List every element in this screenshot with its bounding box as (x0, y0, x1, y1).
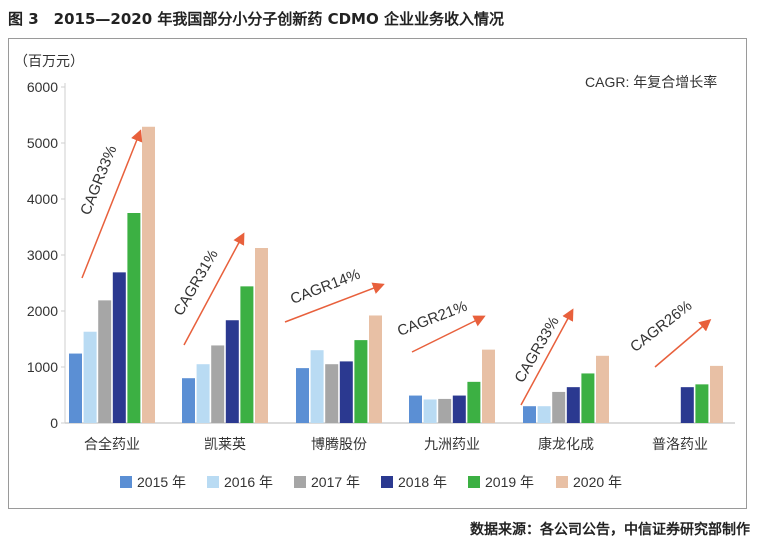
legend-label: 2019 年 (485, 474, 534, 490)
bar (710, 365, 723, 423)
legend-swatch (468, 476, 480, 488)
bar (69, 353, 82, 423)
cagr-arrow (654, 319, 712, 368)
bar (310, 350, 324, 423)
y-tick-label: 4000 (27, 191, 58, 207)
bar (438, 398, 452, 423)
x-tick-label: 博腾股份 (311, 436, 367, 452)
bar (566, 387, 580, 423)
y-tick-label: 2000 (27, 303, 58, 319)
x-tick-label: 凯莱英 (204, 436, 246, 452)
bar (467, 381, 481, 423)
legend-label: 2015 年 (137, 474, 186, 490)
bar (296, 368, 309, 423)
cagr-label: CAGR21% (395, 298, 470, 340)
bar (695, 384, 709, 423)
legend-label: 2016 年 (224, 474, 273, 490)
bar (325, 364, 339, 423)
chart-frame (8, 38, 747, 509)
bar (369, 315, 382, 423)
legend-label: 2020 年 (573, 474, 622, 490)
bar (537, 406, 551, 423)
x-tick-label: 康龙化成 (538, 436, 594, 452)
bar (596, 355, 609, 423)
y-tick-label: 0 (50, 415, 58, 431)
legend-swatch (381, 476, 393, 488)
source-note: 数据来源：各公司公告，中信证券研究部制作 (470, 522, 750, 538)
bar (409, 395, 422, 423)
legend-label: 2018 年 (398, 474, 447, 490)
bar (680, 387, 694, 423)
bar (339, 361, 353, 423)
cagr-arrow (81, 129, 143, 279)
cagr-label: CAGR31% (170, 247, 221, 319)
cagr-label: CAGR26% (627, 297, 695, 356)
y-tick-label: 3000 (27, 247, 58, 263)
cagr-arrow (520, 308, 574, 406)
bar (240, 286, 254, 423)
bar (98, 300, 112, 423)
legend-swatch (556, 476, 568, 488)
y-tick-label: 6000 (27, 79, 58, 95)
figure-title: 图 3 2015—2020 年我国部分小分子创新药 CDMO 企业业务收入情况 (8, 10, 504, 28)
bar (182, 378, 195, 423)
legend-swatch (294, 476, 306, 488)
cagr-label: CAGR14% (288, 266, 363, 308)
bar (523, 406, 536, 423)
bar (452, 395, 466, 423)
bar (581, 373, 595, 423)
y-axis-label: （百万元） (14, 53, 84, 69)
bar (112, 272, 126, 423)
bar (552, 391, 566, 423)
bar (142, 126, 155, 423)
bar (196, 364, 210, 423)
bar (211, 345, 225, 423)
x-tick-label: 九洲药业 (424, 436, 480, 452)
bar (127, 213, 141, 423)
cagr-arrow (411, 315, 486, 353)
bar (354, 340, 368, 423)
x-tick-label: 普洛药业 (652, 436, 708, 452)
legend-label: 2017 年 (311, 474, 360, 490)
cagr-arrow (284, 282, 385, 323)
legend-swatch (120, 476, 132, 488)
y-tick-label: 5000 (27, 135, 58, 151)
bar (255, 248, 268, 423)
x-tick-label: 合全药业 (84, 436, 140, 452)
y-tick-label: 1000 (27, 359, 58, 375)
bar (225, 320, 239, 423)
cagr-note: CAGR: 年复合增长率 (585, 74, 717, 90)
bar (482, 349, 495, 423)
cagr-label: CAGR33% (77, 143, 120, 217)
bar (83, 331, 97, 423)
bar (423, 399, 437, 423)
cagr-arrow (183, 232, 245, 346)
legend-swatch (207, 476, 219, 488)
